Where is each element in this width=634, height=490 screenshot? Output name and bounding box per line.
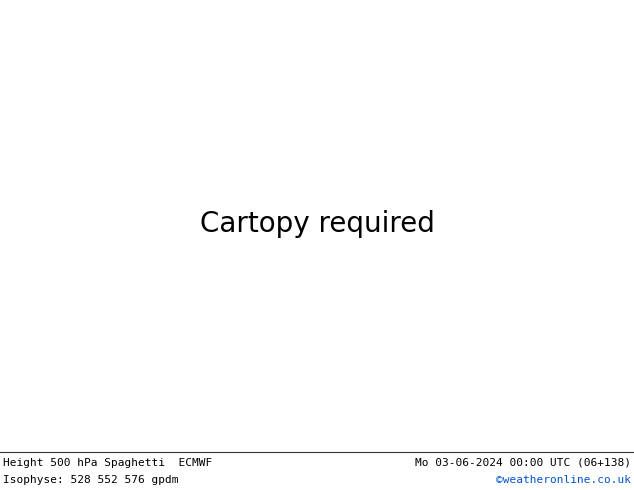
Text: ©weatheronline.co.uk: ©weatheronline.co.uk [496,475,631,486]
Text: Mo 03-06-2024 00:00 UTC (06+138): Mo 03-06-2024 00:00 UTC (06+138) [415,458,631,467]
Text: Cartopy required: Cartopy required [200,210,434,238]
Text: Isophyse: 528 552 576 gpdm: Isophyse: 528 552 576 gpdm [3,475,179,486]
Text: Height 500 hPa Spaghetti  ECMWF: Height 500 hPa Spaghetti ECMWF [3,458,212,467]
